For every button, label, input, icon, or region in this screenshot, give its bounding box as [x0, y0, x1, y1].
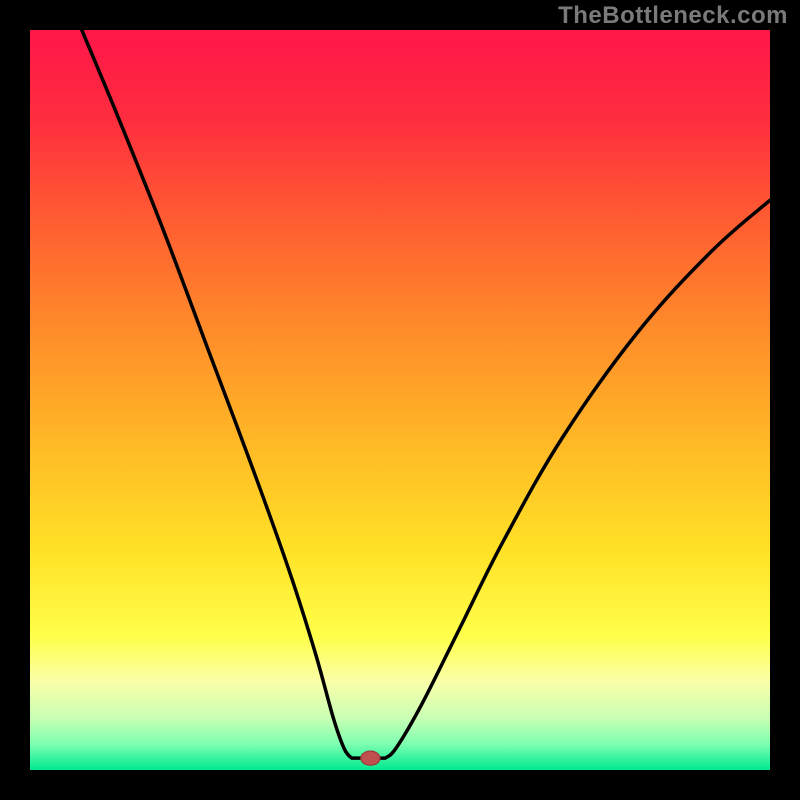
gradient-background — [30, 30, 770, 770]
chart-svg — [30, 30, 770, 770]
watermark-text: TheBottleneck.com — [558, 2, 788, 30]
minimum-marker — [361, 751, 380, 765]
plot-area — [30, 30, 770, 770]
chart-frame: TheBottleneck.com — [0, 0, 800, 800]
